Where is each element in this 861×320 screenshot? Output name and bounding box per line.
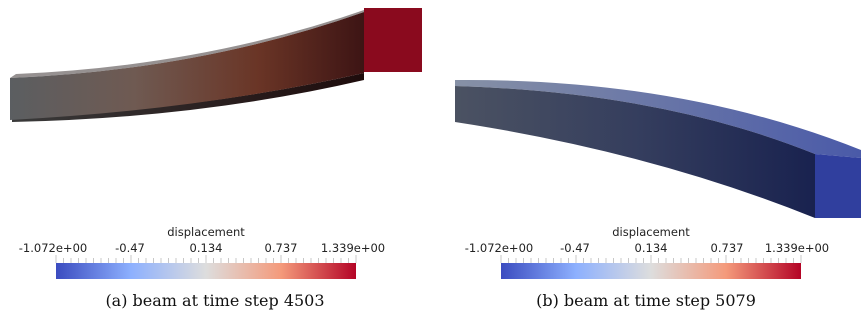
caption-b: (b) beam at time step 5079 (536, 291, 756, 310)
colorbar-tickmarks-b (500, 255, 802, 263)
colorbar-tick-label: -1.072e+00 (19, 241, 87, 255)
beam-tip-face-a (364, 8, 422, 72)
colorbar-title-b: displacement (612, 225, 690, 239)
colorbar-b (501, 263, 801, 279)
colorbar-ticks-a: -1.072e+00 -0.47 0.134 0.737 1.339e+00 (19, 241, 385, 255)
colorbar-ticks-b: -1.072e+00 -0.47 0.134 0.737 1.339e+00 (465, 241, 829, 255)
colorbar-tickmarks-a (55, 255, 357, 263)
colorbar-a (56, 263, 356, 279)
colorbar-tick-label: 0.134 (635, 241, 668, 255)
beam-tip-face-b (815, 154, 861, 218)
colorbar-tick-label: -0.47 (560, 241, 590, 255)
colorbar-tick-label: 0.737 (265, 241, 298, 255)
beam-side-face-a (10, 12, 364, 120)
colorbar-tick-label: -0.47 (115, 241, 145, 255)
beam-side-face-b (455, 86, 815, 218)
colorbar-tick-label: 1.339e+00 (321, 241, 385, 255)
colorbar-tick-label: -1.072e+00 (465, 241, 533, 255)
panel-b: displacement -1.072e+00 -0.47 0.134 0.73… (431, 0, 861, 320)
colorbar-title-a: displacement (167, 225, 245, 239)
beam-render-b: displacement -1.072e+00 -0.47 0.134 0.73… (455, 79, 861, 279)
caption-a: (a) beam at time step 4503 (105, 291, 325, 310)
colorbar-tick-label: 0.134 (190, 241, 223, 255)
panel-a: displacement -1.072e+00 -0.47 0.134 0.73… (0, 0, 430, 320)
colorbar-tick-label: 1.339e+00 (765, 241, 829, 255)
beam-top-face-b (455, 79, 861, 158)
beam-render-a: displacement -1.072e+00 -0.47 0.134 0.73… (10, 8, 422, 279)
colorbar-tick-label: 0.737 (711, 241, 744, 255)
